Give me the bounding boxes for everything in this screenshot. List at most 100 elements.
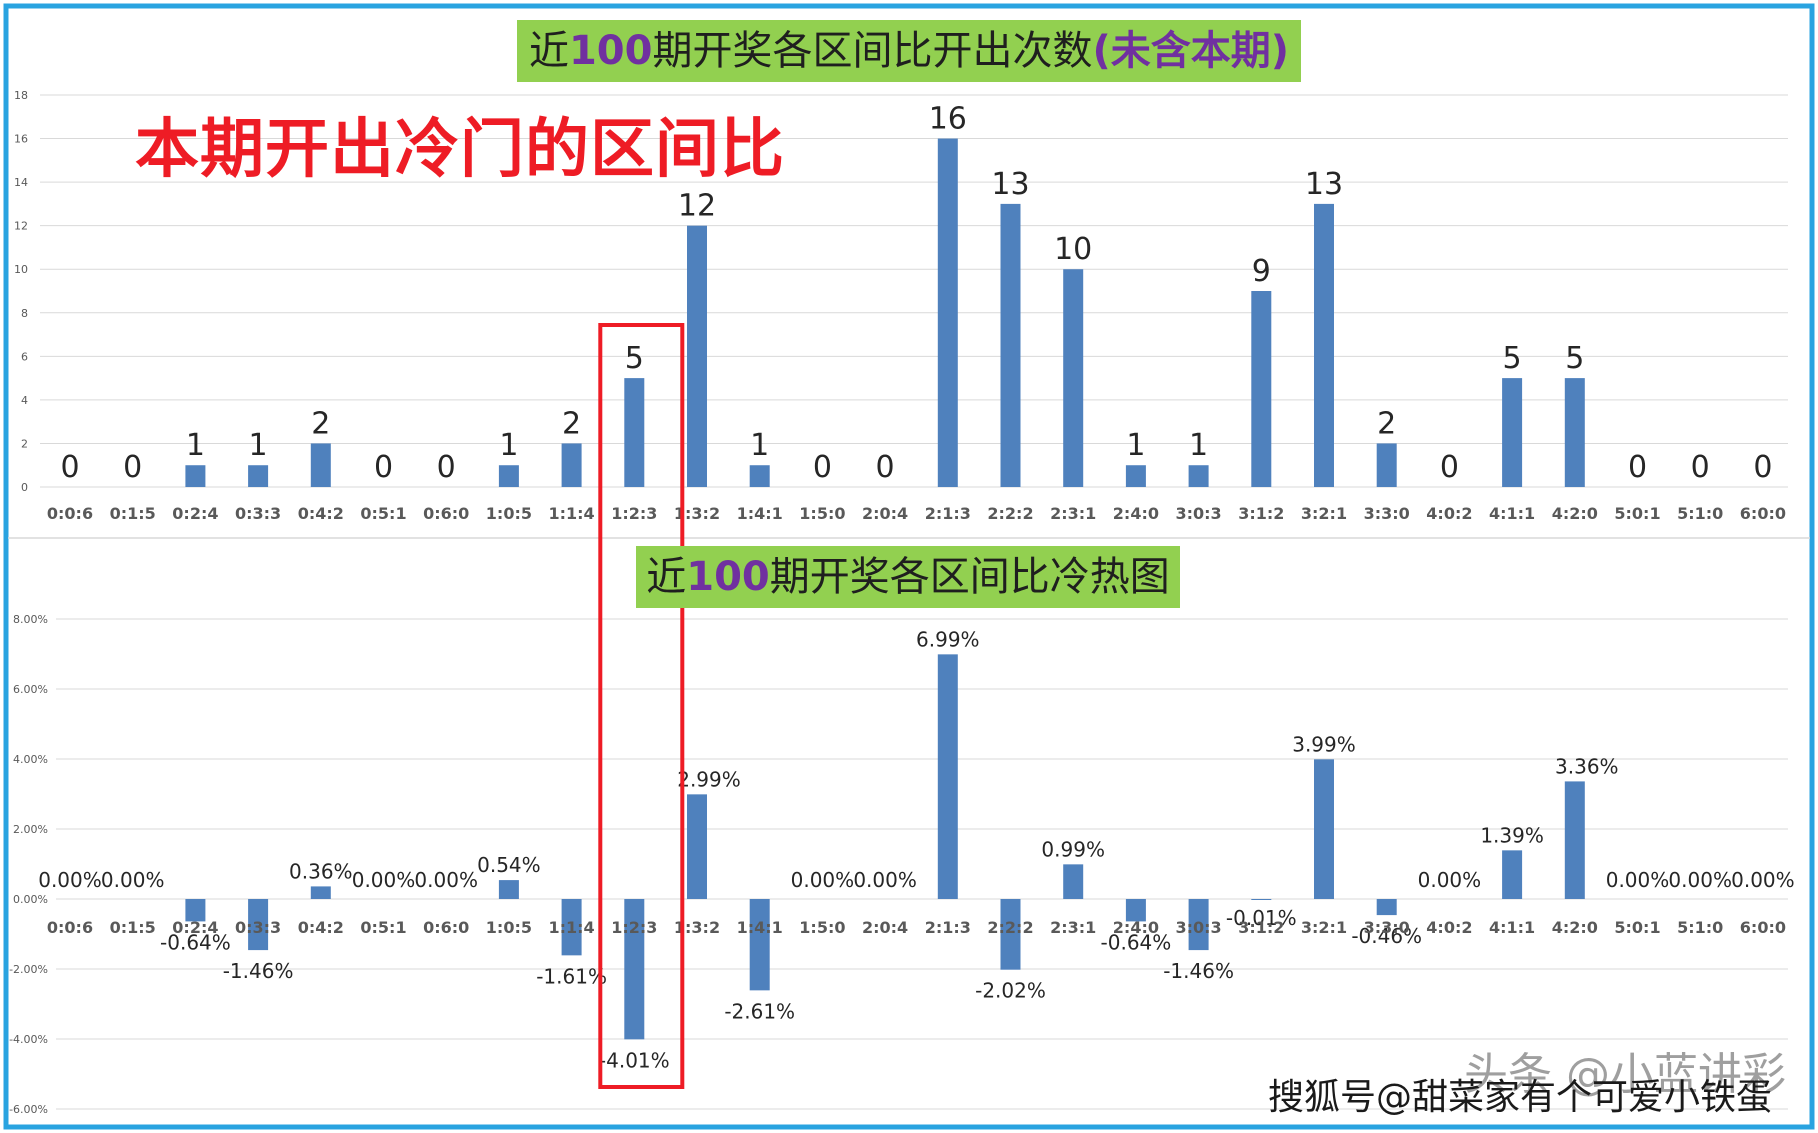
y-tick-label: 8.00% [13, 613, 48, 626]
y-tick-label: 10 [14, 263, 28, 276]
data-label: 1 [1189, 428, 1208, 463]
category-label: 1:3:2 [674, 918, 720, 937]
data-label: 2.99% [677, 767, 741, 791]
category-label: 3:0:3 [1175, 918, 1221, 937]
data-label: 0 [876, 450, 895, 485]
category-label: 1:0:5 [486, 504, 532, 523]
data-label: 1 [249, 428, 268, 463]
data-label: 5 [625, 341, 644, 376]
data-label: 0.00% [1418, 868, 1482, 892]
category-label: 4:0:2 [1426, 504, 1472, 523]
data-label: 2 [311, 406, 330, 441]
data-label: 0 [1691, 450, 1710, 485]
bar [1564, 378, 1585, 487]
category-label: 0:4:2 [298, 918, 344, 937]
category-label: 0:3:3 [235, 504, 281, 523]
data-label: -4.01% [599, 1048, 670, 1072]
category-label: 0:0:6 [47, 504, 93, 523]
outer-frame [3, 3, 1815, 1130]
category-label: 1:5:0 [799, 504, 845, 523]
category-label: 5:0:1 [1614, 504, 1660, 523]
data-label: -1.61% [536, 964, 607, 988]
data-label: 0 [123, 450, 142, 485]
bar [1251, 899, 1272, 900]
data-label: 0.00% [1668, 868, 1732, 892]
data-label: 2 [1377, 406, 1396, 441]
data-label: 3.99% [1292, 732, 1356, 756]
bar [624, 899, 645, 1040]
bar [310, 443, 331, 487]
category-label: 2:4:0 [1113, 918, 1159, 937]
bar [749, 899, 770, 991]
y-tick-label: 0.00% [13, 893, 48, 906]
data-label: 2 [562, 406, 581, 441]
data-label: -0.46% [1351, 924, 1422, 948]
category-label: 3:3:0 [1364, 504, 1410, 523]
bar [1314, 759, 1334, 899]
data-label: 0.00% [1731, 868, 1795, 892]
data-label: 0 [1628, 450, 1647, 485]
data-label: 0 [374, 450, 393, 485]
y-tick-label: 4.00% [13, 753, 48, 766]
highlight-box [598, 323, 685, 1089]
chart1-title-num: 100 [568, 28, 653, 74]
category-label: 0:5:1 [360, 918, 406, 937]
category-label: 2:0:4 [862, 918, 908, 937]
watermark-shadow: 头条 @小蓝讲彩 [1464, 1049, 1786, 1100]
bar [310, 886, 331, 899]
data-label: 10 [1054, 232, 1092, 267]
category-label: 2:3:1 [1050, 504, 1096, 523]
y-tick-label: -4.00% [9, 1033, 48, 1046]
category-label: 3:1:2 [1238, 504, 1284, 523]
data-label: 0.99% [1041, 837, 1105, 861]
category-label: 0:4:2 [298, 504, 344, 523]
y-tick-label: 12 [14, 220, 28, 233]
y-tick-label: 0 [21, 481, 28, 494]
chart1-title: 近100期开奖各区间比开出次数(未含本期) [517, 20, 1301, 82]
category-label: 4:1:1 [1489, 918, 1535, 937]
y-tick-label: 6.00% [13, 683, 48, 696]
bar [498, 880, 519, 899]
data-label: -0.64% [1101, 930, 1172, 954]
category-label: 1:4:1 [737, 504, 783, 523]
category-label: 0:6:0 [423, 504, 469, 523]
y-tick-label: 2 [21, 437, 28, 450]
hotcold-chart: -6.00% -4.00% -2.00% 0.00% 2.00% 4.00% 6.00% 8.… [9, 613, 1795, 1116]
bar [1063, 864, 1084, 899]
bar [561, 899, 582, 956]
data-label: 13 [991, 167, 1029, 202]
category-label: 1:0:5 [486, 918, 532, 937]
data-label: 1 [186, 428, 205, 463]
bar [1000, 203, 1021, 487]
bar [498, 465, 519, 487]
bar [624, 378, 645, 487]
bar [248, 899, 269, 951]
bar [1063, 269, 1084, 487]
chart2-title-num: 100 [686, 554, 770, 600]
category-label: 2:2:2 [987, 504, 1033, 523]
data-label: 13 [1305, 167, 1343, 202]
data-label: -1.46% [223, 959, 294, 983]
data-label: -0.01% [1226, 906, 1297, 930]
data-label: 0.00% [791, 868, 855, 892]
category-label: 1:5:0 [799, 918, 845, 937]
category-label: 6:0:0 [1740, 504, 1786, 523]
chart1-title-post: 期开奖各区间比开出次数 [652, 28, 1093, 74]
data-label: 1 [499, 428, 518, 463]
category-label: 2:2:2 [987, 918, 1033, 937]
bar [1376, 899, 1397, 916]
category-label: 3:1:2 [1238, 918, 1284, 937]
data-label: 1 [1126, 428, 1145, 463]
category-label: 6:0:0 [1740, 918, 1786, 937]
y-tick-label: 4 [21, 394, 28, 407]
bar [185, 899, 206, 922]
bar [937, 654, 958, 899]
data-label: -2.61% [724, 999, 795, 1023]
category-label: 1:2:3 [611, 918, 657, 937]
chart1-title-pre: 近 [528, 28, 569, 74]
bar [1188, 899, 1209, 951]
bar [1376, 443, 1397, 487]
category-label: 0:2:4 [172, 918, 218, 937]
category-label: 1:2:3 [611, 504, 657, 523]
